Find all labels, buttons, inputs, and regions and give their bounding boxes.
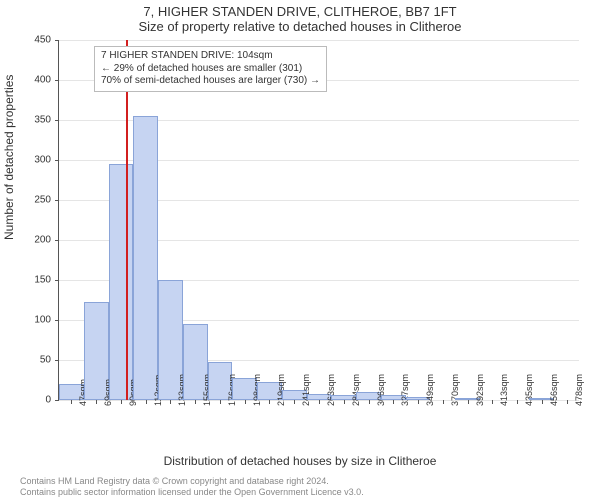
page-title-subtitle: Size of property relative to detached ho… bbox=[0, 19, 600, 34]
x-tick-label: 327sqm bbox=[396, 374, 410, 406]
x-tick-label: 284sqm bbox=[347, 374, 361, 406]
x-tick bbox=[418, 400, 419, 404]
x-tick bbox=[443, 400, 444, 404]
x-tick-label: 349sqm bbox=[421, 374, 435, 406]
x-tick-label: 478sqm bbox=[570, 374, 584, 406]
chart-plot-area: 05010015020025030035040045047sqm69sqm90s… bbox=[58, 40, 579, 401]
x-tick bbox=[96, 400, 97, 404]
y-tick-label: 100 bbox=[34, 315, 59, 326]
y-tick-label: 50 bbox=[40, 355, 59, 366]
x-tick-label: 241sqm bbox=[297, 374, 311, 406]
y-tick-label: 150 bbox=[34, 275, 59, 286]
x-tick bbox=[121, 400, 122, 404]
x-tick bbox=[269, 400, 270, 404]
y-axis-label: Number of detached properties bbox=[2, 75, 16, 240]
histogram-bar bbox=[109, 164, 134, 400]
y-tick-label: 200 bbox=[34, 235, 59, 246]
annotation-line-1: 7 HIGHER STANDEN DRIVE: 104sqm bbox=[101, 50, 320, 63]
x-tick bbox=[245, 400, 246, 404]
x-tick-label: 413sqm bbox=[495, 374, 509, 406]
x-tick bbox=[294, 400, 295, 404]
marker-line bbox=[126, 40, 128, 400]
x-tick bbox=[369, 400, 370, 404]
x-tick-label: 263sqm bbox=[322, 374, 336, 406]
y-tick-label: 400 bbox=[34, 75, 59, 86]
x-tick bbox=[146, 400, 147, 404]
y-tick-label: 0 bbox=[45, 395, 59, 406]
annotation-line-2: ← 29% of detached houses are smaller (30… bbox=[101, 63, 320, 76]
x-tick bbox=[195, 400, 196, 404]
y-tick-label: 300 bbox=[34, 155, 59, 166]
x-tick bbox=[517, 400, 518, 404]
x-tick bbox=[492, 400, 493, 404]
x-tick bbox=[319, 400, 320, 404]
x-tick bbox=[393, 400, 394, 404]
x-tick bbox=[542, 400, 543, 404]
x-tick-label: 370sqm bbox=[446, 374, 460, 406]
x-tick bbox=[567, 400, 568, 404]
x-tick bbox=[468, 400, 469, 404]
x-tick-label: 392sqm bbox=[471, 374, 485, 406]
footer-text: Contains HM Land Registry data © Crown c… bbox=[20, 476, 580, 499]
annotation-box: 7 HIGHER STANDEN DRIVE: 104sqm ← 29% of … bbox=[94, 46, 327, 92]
page-title-address: 7, HIGHER STANDEN DRIVE, CLITHEROE, BB7 … bbox=[0, 0, 600, 19]
x-tick bbox=[170, 400, 171, 404]
footer-line-1: Contains HM Land Registry data © Crown c… bbox=[20, 476, 580, 487]
annotation-line-3: 70% of semi-detached houses are larger (… bbox=[101, 75, 320, 88]
y-tick-label: 350 bbox=[34, 115, 59, 126]
y-tick-label: 450 bbox=[34, 35, 59, 46]
x-tick-label: 456sqm bbox=[545, 374, 559, 406]
x-axis-label: Distribution of detached houses by size … bbox=[0, 454, 600, 468]
footer-line-2: Contains public sector information licen… bbox=[20, 487, 580, 498]
x-tick bbox=[344, 400, 345, 404]
x-tick bbox=[220, 400, 221, 404]
histogram-bar bbox=[133, 116, 158, 400]
x-tick-label: 435sqm bbox=[520, 374, 534, 406]
y-tick-label: 250 bbox=[34, 195, 59, 206]
x-tick bbox=[71, 400, 72, 404]
x-tick-label: 306sqm bbox=[372, 374, 386, 406]
gridline bbox=[59, 40, 579, 41]
